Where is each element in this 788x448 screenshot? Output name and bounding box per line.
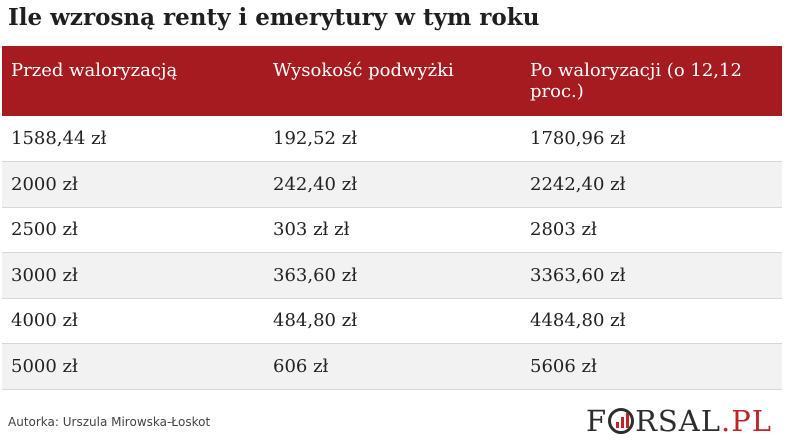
cell-after: 4484,80 zł — [524, 298, 782, 344]
header-after: Po waloryzacji (o 12,12 proc.) — [530, 60, 742, 102]
cell-before: 1588,44 zł — [2, 116, 264, 162]
cell-after: 5606 zł — [524, 343, 782, 390]
cell-after: 1780,96 zł — [524, 116, 782, 162]
table-row: 2000 zł 242,40 zł 2242,40 zł — [2, 161, 782, 208]
cell-before: 4000 zł — [2, 298, 264, 344]
logo-domain-suffix: .PL — [721, 404, 772, 438]
cell-raise: 606 zł — [264, 343, 524, 390]
bar-chart-ring-icon — [608, 408, 635, 434]
table-row: 2500 zł 303 zł zł 2803 zł — [2, 207, 782, 253]
cell-after: 3363,60 zł — [524, 252, 782, 299]
cell-raise: 192,52 zł — [264, 116, 524, 162]
page-title: Ile wzrosną renty i emerytury w tym roku — [8, 4, 540, 31]
table-row: 1588,44 zł 192,52 zł 1780,96 zł — [2, 116, 782, 162]
cell-before: 2500 zł — [2, 207, 264, 253]
table-row: 5000 zł 606 zł 5606 zł — [2, 343, 782, 390]
cell-raise: 484,80 zł — [264, 298, 524, 344]
table-row: 4000 zł 484,80 zł 4484,80 zł — [2, 298, 782, 344]
cell-after: 2803 zł — [524, 207, 782, 253]
cell-raise: 363,60 zł — [264, 252, 524, 299]
logo-text-end: RSAL — [635, 404, 721, 438]
cell-raise: 303 zł zł — [264, 207, 524, 253]
cell-before: 3000 zł — [2, 252, 264, 299]
cell-raise: 242,40 zł — [264, 161, 524, 208]
cell-before: 2000 zł — [2, 161, 264, 208]
pension-table: Przed waloryzacją Wysokość podwyżki Po w… — [2, 46, 782, 390]
forsal-logo: F RSAL .PL — [586, 404, 772, 438]
header-before: Przed waloryzacją — [11, 60, 178, 81]
author-credit: Autorka: Urszula Mirowska-Łoskot — [8, 415, 211, 429]
table-header-row: Przed waloryzacją Wysokość podwyżki Po w… — [2, 46, 782, 116]
logo-text-start: F — [585, 404, 608, 438]
header-raise: Wysokość podwyżki — [273, 60, 454, 81]
cell-before: 5000 zł — [2, 343, 264, 390]
table-row: 3000 zł 363,60 zł 3363,60 zł — [2, 252, 782, 299]
cell-after: 2242,40 zł — [524, 161, 782, 208]
